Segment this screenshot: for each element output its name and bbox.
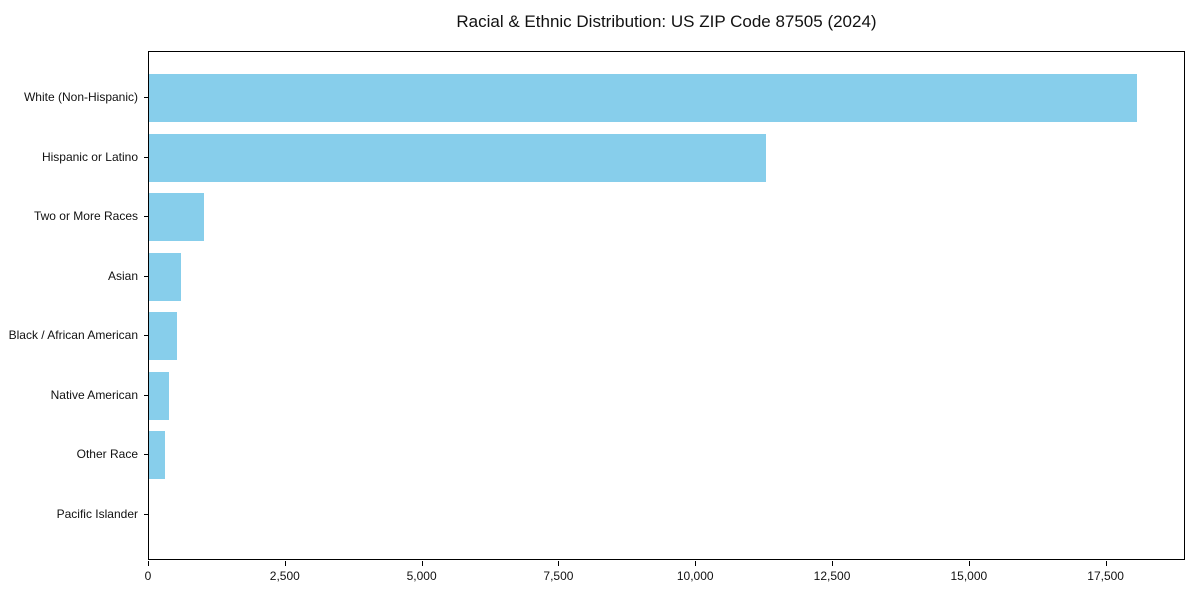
plot-area xyxy=(148,51,1185,560)
x-axis-tick-label: 15,000 xyxy=(950,569,988,583)
chart-title: Racial & Ethnic Distribution: US ZIP Cod… xyxy=(456,12,877,31)
x-axis-tick-label: 7,500 xyxy=(543,569,574,583)
x-axis-tick-mark xyxy=(1105,561,1107,566)
y-axis-category-label: White (Non-Hispanic) xyxy=(23,90,138,104)
y-axis-category-label: Other Race xyxy=(76,447,138,462)
x-axis-tick-mark xyxy=(832,561,834,566)
x-axis-tick-mark xyxy=(148,561,149,566)
x-axis-tick-label: 17,500 xyxy=(1087,569,1124,583)
y-axis-tick-mark xyxy=(144,454,148,456)
x-axis-tick-mark xyxy=(421,561,423,566)
x-axis-tick-mark xyxy=(284,561,286,566)
bar-native-american xyxy=(149,371,169,420)
bar-hispanic-or-latino xyxy=(149,133,767,182)
y-axis-tick-mark xyxy=(144,514,148,515)
y-axis-tick-mark xyxy=(144,216,148,218)
y-axis-category-label: Two or More Races xyxy=(33,209,138,224)
y-axis-category-label: Asian xyxy=(107,268,138,283)
y-axis-category-label: Native American xyxy=(50,387,138,402)
bar-white-non-hispanic xyxy=(149,74,1137,122)
y-axis-tick-mark xyxy=(144,97,148,98)
x-axis-tick-label: 2,500 xyxy=(269,569,300,583)
y-axis-tick-mark xyxy=(144,275,148,277)
y-axis-tick-mark xyxy=(144,156,148,158)
x-axis-tick-mark xyxy=(558,561,560,566)
x-axis-tick-mark xyxy=(695,561,697,566)
x-axis-tick-label: 0 xyxy=(144,569,152,583)
x-axis-tick-label: 5,000 xyxy=(406,569,437,583)
y-axis-category-label: Pacific Islander xyxy=(56,507,138,521)
y-axis-category-label: Black / African American xyxy=(8,328,138,343)
bar-two-or-more-races xyxy=(149,193,204,242)
y-axis-category-label: Hispanic or Latino xyxy=(41,149,138,164)
bar-asian xyxy=(149,252,181,301)
y-axis-tick-mark xyxy=(144,394,148,396)
x-axis-tick-mark xyxy=(968,561,970,566)
x-axis-tick-label: 10,000 xyxy=(676,569,714,583)
x-axis-tick-label: 12,500 xyxy=(813,569,851,583)
bar-other-race xyxy=(149,431,166,480)
bar-black-african-american xyxy=(149,312,178,361)
y-axis-tick-mark xyxy=(144,335,148,337)
